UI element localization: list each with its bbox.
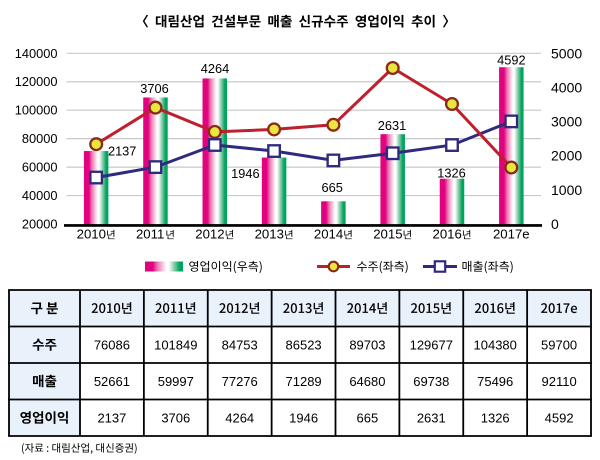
svg-text:5000: 5000 [551, 45, 582, 61]
svg-text:2012: 2012 [195, 227, 224, 242]
svg-text:2010: 2010 [77, 227, 106, 242]
svg-text:69738: 69738 [413, 374, 449, 389]
svg-text:2631: 2631 [417, 410, 446, 425]
svg-text:4264: 4264 [225, 410, 254, 425]
svg-text:1326: 1326 [481, 410, 510, 425]
svg-text:52661: 52661 [94, 374, 130, 389]
svg-text:89703: 89703 [349, 337, 385, 352]
svg-text:2011: 2011 [136, 227, 164, 242]
svg-text:4592: 4592 [497, 53, 525, 68]
svg-text:2014: 2014 [314, 227, 343, 242]
svg-text:4592: 4592 [545, 410, 574, 425]
svg-text:77276: 77276 [222, 374, 258, 389]
svg-text:140000: 140000 [15, 46, 58, 61]
svg-text:1000: 1000 [551, 182, 582, 198]
svg-text:59997: 59997 [158, 374, 194, 389]
svg-text:2016: 2016 [433, 227, 462, 242]
svg-text:104380: 104380 [474, 337, 517, 352]
svg-text:92110: 92110 [542, 374, 577, 389]
svg-text:59700: 59700 [541, 337, 577, 352]
svg-text:3706: 3706 [161, 410, 190, 425]
svg-text:665: 665 [322, 180, 343, 195]
svg-text:86523: 86523 [286, 337, 322, 352]
svg-text:4000: 4000 [551, 79, 582, 95]
svg-text:1946: 1946 [231, 166, 259, 181]
svg-text:71289: 71289 [286, 374, 322, 389]
svg-text:2013: 2013 [255, 227, 284, 242]
svg-text:100000: 100000 [15, 103, 58, 118]
svg-text:1946: 1946 [289, 410, 318, 425]
svg-text:1326: 1326 [437, 166, 465, 181]
svg-text:84753: 84753 [222, 337, 258, 352]
svg-text:2000: 2000 [551, 148, 582, 164]
svg-text:80000: 80000 [22, 131, 58, 146]
svg-text:120000: 120000 [15, 74, 58, 89]
svg-text:60000: 60000 [22, 160, 58, 175]
svg-text:3706: 3706 [140, 81, 168, 96]
svg-text:0: 0 [551, 216, 559, 232]
svg-text:2631: 2631 [378, 118, 406, 133]
svg-text:3000: 3000 [551, 114, 582, 130]
svg-text:2137: 2137 [97, 410, 126, 425]
svg-text:2017e: 2017e [493, 227, 530, 242]
svg-text:101849: 101849 [154, 337, 197, 352]
svg-text:64680: 64680 [349, 374, 385, 389]
svg-text:129677: 129677 [410, 337, 453, 352]
svg-text:40000: 40000 [22, 188, 58, 203]
svg-text:75496: 75496 [477, 374, 513, 389]
svg-text:2015: 2015 [373, 227, 402, 242]
svg-text:4264: 4264 [201, 61, 229, 76]
svg-text:76086: 76086 [94, 337, 130, 352]
svg-text:665: 665 [357, 410, 379, 425]
svg-text:2137: 2137 [108, 144, 136, 159]
svg-text:20000: 20000 [22, 217, 58, 232]
